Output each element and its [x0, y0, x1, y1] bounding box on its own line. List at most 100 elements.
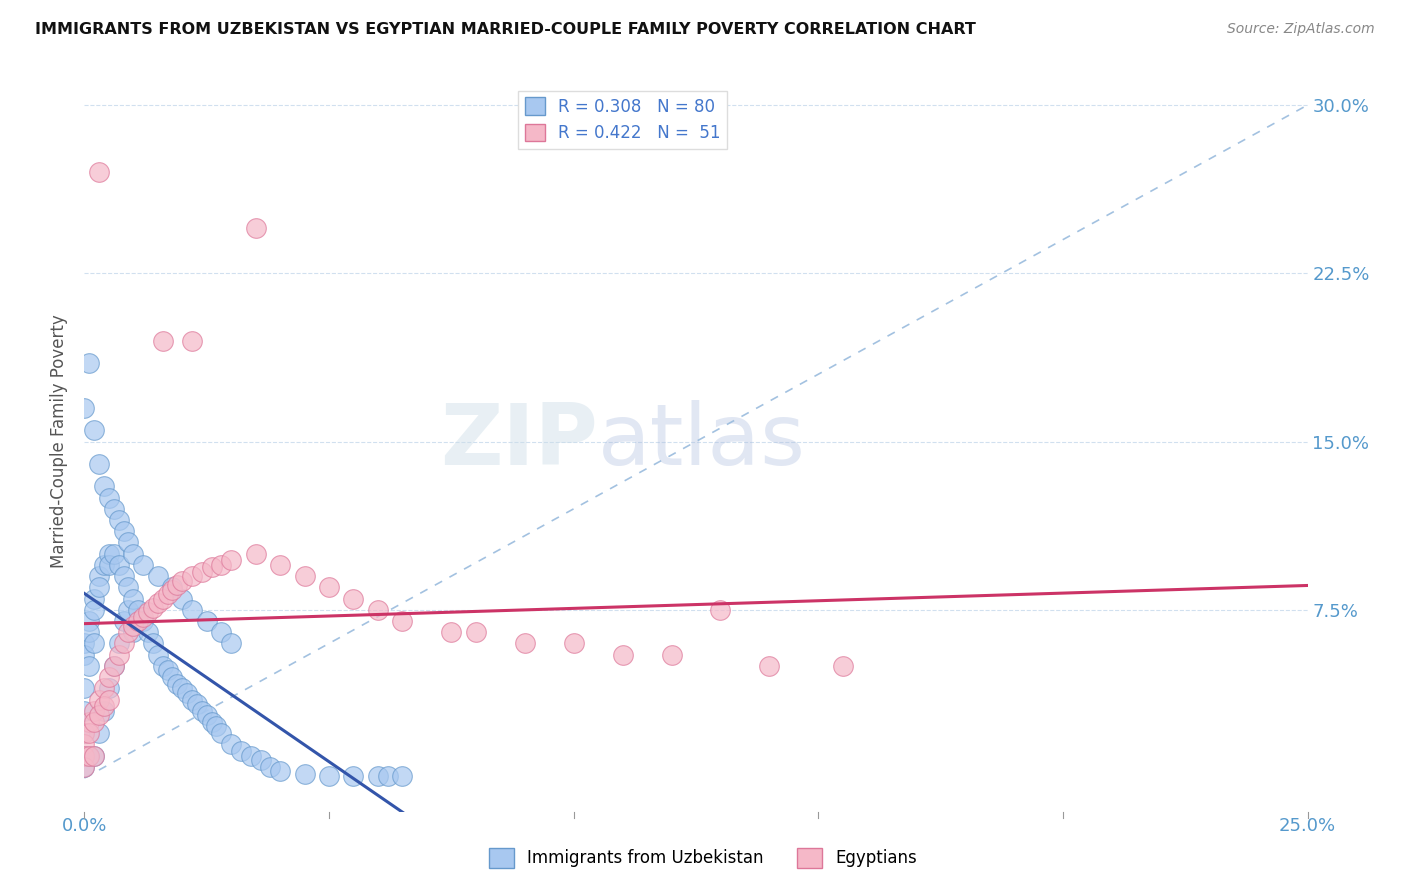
Point — [181, 603, 204, 617]
Point — [219, 738, 242, 752]
Point — [93, 479, 115, 493]
Point — [117, 580, 139, 594]
Point — [191, 704, 214, 718]
Point — [219, 636, 242, 650]
Point — [464, 625, 486, 640]
Point — [87, 165, 110, 179]
Point — [269, 558, 291, 572]
Point — [83, 603, 105, 617]
Point — [77, 356, 100, 370]
Point — [136, 625, 159, 640]
Point — [209, 558, 232, 572]
Point — [73, 760, 96, 774]
Point — [127, 614, 149, 628]
Point — [294, 569, 316, 583]
Point — [294, 766, 316, 780]
Point — [166, 578, 188, 592]
Point — [758, 659, 780, 673]
Point — [97, 491, 120, 505]
Point — [391, 769, 413, 783]
Point — [77, 726, 100, 740]
Point — [156, 664, 179, 678]
Point — [205, 719, 228, 733]
Point — [166, 677, 188, 691]
Legend: R = 0.308   N = 80, R = 0.422   N =  51: R = 0.308 N = 80, R = 0.422 N = 51 — [517, 91, 727, 149]
Point — [156, 587, 179, 601]
Point — [176, 686, 198, 700]
Point — [122, 547, 145, 561]
Point — [132, 609, 155, 624]
Point — [342, 591, 364, 606]
Point — [162, 580, 184, 594]
Text: atlas: atlas — [598, 400, 806, 483]
Point — [97, 670, 120, 684]
Point — [191, 565, 214, 579]
Point — [73, 738, 96, 752]
Point — [103, 659, 125, 673]
Point — [83, 423, 105, 437]
Point — [127, 603, 149, 617]
Point — [122, 625, 145, 640]
Point — [87, 726, 110, 740]
Point — [73, 401, 96, 415]
Point — [83, 704, 105, 718]
Point — [152, 334, 174, 348]
Point — [73, 760, 96, 774]
Point — [513, 636, 536, 650]
Point — [73, 748, 96, 763]
Point — [103, 659, 125, 673]
Point — [77, 614, 100, 628]
Point — [93, 681, 115, 696]
Point — [97, 558, 120, 572]
Point — [342, 769, 364, 783]
Point — [562, 636, 585, 650]
Point — [73, 726, 96, 740]
Point — [132, 614, 155, 628]
Point — [377, 769, 399, 783]
Point — [73, 681, 96, 696]
Point — [93, 704, 115, 718]
Point — [172, 574, 194, 588]
Point — [367, 603, 389, 617]
Point — [318, 580, 340, 594]
Y-axis label: Married-Couple Family Poverty: Married-Couple Family Poverty — [51, 315, 69, 568]
Text: Source: ZipAtlas.com: Source: ZipAtlas.com — [1227, 22, 1375, 37]
Point — [367, 769, 389, 783]
Point — [117, 603, 139, 617]
Point — [107, 648, 129, 662]
Point — [612, 648, 634, 662]
Point — [440, 625, 463, 640]
Point — [87, 692, 110, 706]
Point — [107, 513, 129, 527]
Point — [200, 714, 222, 729]
Point — [83, 591, 105, 606]
Point — [93, 558, 115, 572]
Point — [209, 625, 232, 640]
Point — [73, 648, 96, 662]
Point — [112, 614, 135, 628]
Point — [122, 591, 145, 606]
Point — [122, 618, 145, 632]
Point — [172, 591, 194, 606]
Point — [97, 692, 120, 706]
Point — [209, 726, 232, 740]
Point — [77, 625, 100, 640]
Point — [97, 681, 120, 696]
Point — [73, 704, 96, 718]
Point — [83, 748, 105, 763]
Point — [77, 748, 100, 763]
Point — [77, 714, 100, 729]
Point — [83, 748, 105, 763]
Point — [77, 748, 100, 763]
Point — [142, 636, 165, 650]
Point — [87, 708, 110, 723]
Point — [318, 769, 340, 783]
Point — [162, 582, 184, 597]
Point — [112, 524, 135, 539]
Point — [87, 569, 110, 583]
Point — [117, 535, 139, 549]
Point — [152, 659, 174, 673]
Point — [77, 659, 100, 673]
Point — [186, 697, 208, 711]
Point — [83, 714, 105, 729]
